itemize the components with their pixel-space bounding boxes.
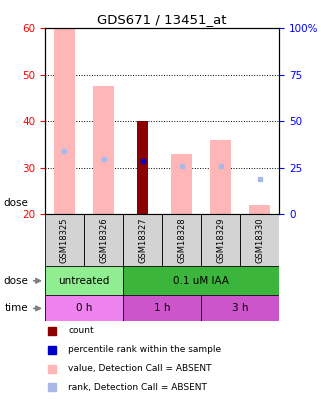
Bar	[123, 295, 201, 322]
Bar	[162, 214, 201, 266]
Bar	[201, 214, 240, 266]
Text: percentile rank within the sample: percentile rank within the sample	[68, 345, 221, 354]
Text: GSM18325: GSM18325	[60, 217, 69, 263]
Text: GSM18329: GSM18329	[216, 217, 225, 263]
Text: dose: dose	[3, 198, 28, 207]
Bar	[249, 205, 271, 214]
Text: untreated: untreated	[58, 276, 110, 286]
Text: time: time	[5, 303, 29, 313]
Text: count: count	[68, 326, 94, 335]
Text: GSM18328: GSM18328	[177, 217, 186, 263]
Text: 1 h: 1 h	[154, 303, 170, 313]
Bar	[210, 140, 231, 214]
Bar	[45, 266, 123, 295]
Bar	[201, 295, 279, 322]
Text: 0 h: 0 h	[76, 303, 92, 313]
Text: value, Detection Call = ABSENT: value, Detection Call = ABSENT	[68, 364, 212, 373]
Bar	[123, 266, 279, 295]
Bar	[240, 214, 279, 266]
Bar	[84, 214, 123, 266]
Title: GDS671 / 13451_at: GDS671 / 13451_at	[97, 13, 227, 26]
Text: 3 h: 3 h	[232, 303, 248, 313]
Text: 0.1 uM IAA: 0.1 uM IAA	[173, 276, 229, 286]
Bar	[45, 295, 123, 322]
Bar	[45, 214, 84, 266]
Bar	[93, 86, 114, 214]
Bar	[54, 28, 75, 214]
Text: GSM18326: GSM18326	[99, 217, 108, 263]
Text: dose: dose	[4, 276, 29, 286]
Bar	[171, 154, 192, 214]
Text: rank, Detection Call = ABSENT: rank, Detection Call = ABSENT	[68, 383, 207, 392]
Text: GSM18327: GSM18327	[138, 217, 147, 263]
Bar	[137, 121, 148, 214]
Bar	[123, 214, 162, 266]
Text: GSM18330: GSM18330	[255, 217, 264, 263]
